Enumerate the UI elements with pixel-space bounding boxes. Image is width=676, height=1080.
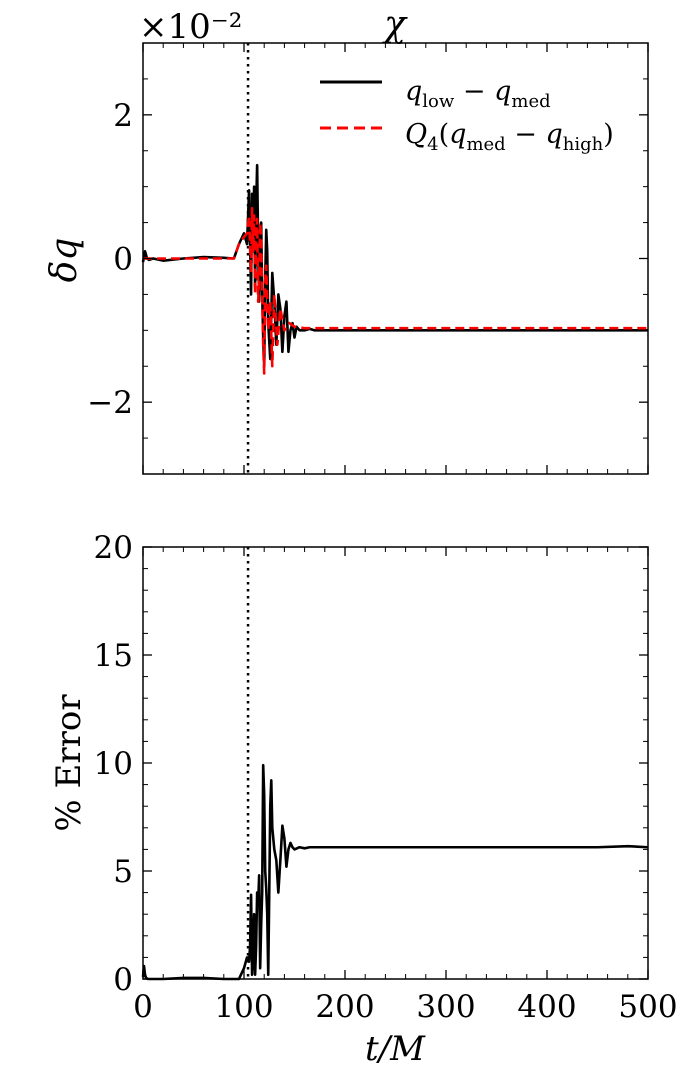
bottom-x-tick-label: 100 (214, 989, 273, 1025)
bottom-y-tick-label: 10 (94, 746, 133, 782)
bottom-y-tick-label: 15 (94, 638, 133, 674)
bottom-series-line-0 (141, 763, 649, 981)
legend: qlow − qmed Q4(qmed − qhigh) (320, 76, 614, 155)
top-series-line-1 (143, 206, 648, 375)
top-offset-text: ×10⁻² (139, 7, 242, 47)
top-panel: −2 0 2 χ ×10⁻² δq qlow − qmed Q4(qmed − qh… (44, 4, 649, 475)
bottom-y-tick-label: 20 (94, 530, 133, 566)
top-title: χ (381, 4, 408, 45)
bottom-ylabel: % Error (49, 694, 89, 832)
legend-label-q4: Q4(qmed − qhigh) (405, 119, 614, 155)
top-y-tick-label: 0 (113, 242, 133, 278)
bottom-x-tick-label: 500 (618, 989, 676, 1025)
bottom-y-tick-label: 0 (113, 962, 133, 998)
bottom-x-tick-label: 0 (133, 989, 153, 1025)
bottom-x-tick-label: 200 (315, 989, 374, 1025)
top-ylabel: δq (44, 238, 85, 283)
top-series-line-0 (141, 163, 648, 368)
bottom-panel: 0 5 10 15 20 0 100 200 300 400 500 % Error t/M (49, 530, 676, 1069)
bottom-x-tick-label: 400 (517, 989, 576, 1025)
top-y-tick-label: −2 (87, 385, 133, 421)
legend-label-low-med: qlow − qmed (405, 76, 551, 112)
bottom-x-tick-label: 300 (416, 989, 475, 1025)
bottom-y-tick-label: 5 (113, 854, 133, 890)
bottom-plot-frame (142, 546, 649, 980)
bottom-xlabel: t/M (365, 1029, 426, 1069)
top-y-tick-label: 2 (113, 98, 133, 134)
